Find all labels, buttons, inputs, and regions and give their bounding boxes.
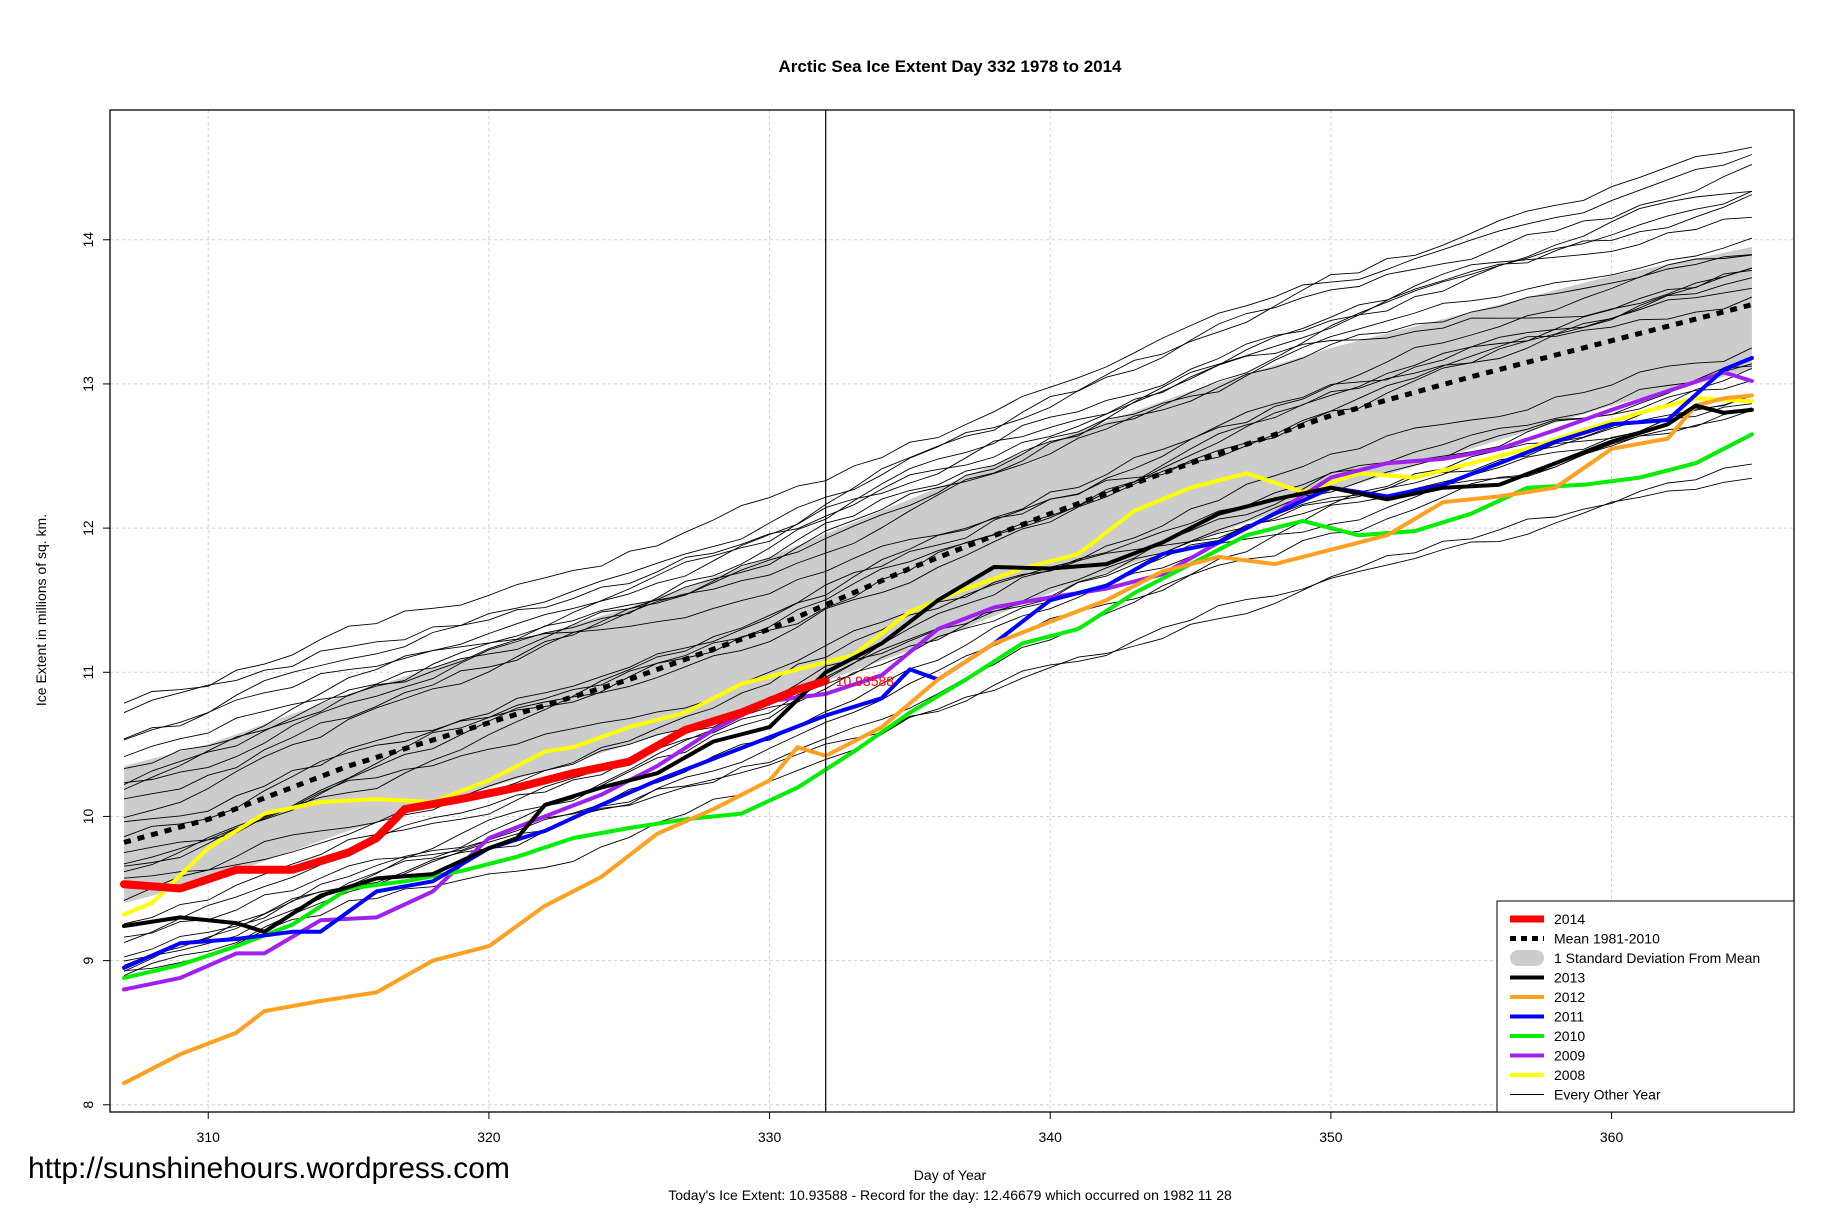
x-tick-label-3: 340 [1039, 1129, 1063, 1145]
other-year-line-17 [123, 277, 1753, 823]
series-line-2009 [122, 370, 1754, 992]
series-line-2011 [122, 356, 1754, 970]
other-year-line-5 [123, 287, 1752, 854]
other-year-line-19 [123, 254, 1752, 838]
x-tick-label-2: 330 [758, 1129, 782, 1145]
other-year-line-8 [123, 463, 1752, 972]
current-value-label: 10.93588 [836, 673, 895, 689]
series-line-2013 [122, 403, 1754, 934]
legend-label-8: 2008 [1554, 1067, 1585, 1083]
series-line-2010 [122, 432, 1754, 980]
other-year-line-9 [123, 146, 1752, 740]
legend-label-1: Mean 1981-2010 [1554, 931, 1660, 947]
legend-label-4: 2012 [1554, 989, 1585, 1005]
sd-band [124, 246, 1752, 903]
y-tick-label-3: 11 [80, 665, 96, 680]
y-tick-label-6: 14 [80, 232, 96, 248]
y-axis-ticks: 8 9 10 11 12 13 14 [80, 232, 110, 1109]
other-year-line-22 [123, 154, 1753, 704]
other-year-line-6 [123, 477, 1752, 938]
other-year-line-10 [123, 190, 1752, 819]
series-line-2012 [122, 393, 1754, 1086]
other-year-line-1 [123, 367, 1753, 962]
source-url[interactable]: http://sunshinehours.wordpress.com [28, 1152, 510, 1185]
y-tick-label-0: 8 [80, 1101, 96, 1109]
series-line-2014 [120, 676, 830, 893]
other-year-line-27 [123, 394, 1753, 958]
legend-label-6: 2010 [1554, 1028, 1585, 1044]
y-axis-label: Ice Extent in millions of sq. km. [33, 514, 49, 706]
x-axis-label: Day of Year [914, 1167, 987, 1183]
legend-label-5: 2011 [1554, 1009, 1584, 1025]
other-year-line-12 [123, 267, 1753, 714]
x-tick-label-5: 360 [1600, 1129, 1624, 1145]
series-layer [120, 356, 1754, 1086]
sd-band-area [124, 246, 1752, 903]
other-year-line-25 [123, 365, 1752, 925]
legend-label-0: 2014 [1554, 911, 1585, 927]
legend-label-2: 1 Standard Deviation From Mean [1554, 950, 1760, 966]
chart-title: Arctic Sea Ice Extent Day 332 1978 to 20… [778, 57, 1122, 76]
y-tick-label-4: 12 [80, 520, 96, 536]
other-year-line-0 [123, 254, 1752, 786]
x-tick-label-4: 350 [1319, 1129, 1343, 1145]
other-year-line-20 [123, 237, 1753, 770]
other-year-line-26 [123, 163, 1753, 790]
footer-note: Today's Ice Extent: 10.93588 - Record fo… [668, 1187, 1232, 1203]
other-year-line-4 [123, 267, 1753, 867]
y-tick-label-5: 13 [80, 376, 96, 392]
legend-swatch-2 [1510, 950, 1544, 966]
other-year-line-18 [123, 216, 1752, 784]
legend-box [1496, 900, 1795, 1113]
other-year-line-23 [123, 190, 1753, 800]
x-tick-label-1: 320 [477, 1129, 501, 1145]
other-year-line-21 [123, 363, 1753, 972]
other-year-line-3 [123, 194, 1753, 741]
y-tick-label-1: 9 [80, 957, 96, 965]
x-tick-label-0: 310 [197, 1129, 221, 1145]
series-line-2008 [122, 396, 1754, 917]
legend-label-9: Every Other Year [1554, 1087, 1661, 1103]
legend-label-3: 2013 [1554, 970, 1585, 986]
y-tick-label-2: 10 [80, 808, 96, 824]
plot-frame [109, 109, 1795, 1113]
legend-label-7: 2009 [1554, 1048, 1585, 1064]
x-axis-ticks: 310 320 330 340 350 360 [197, 1112, 1624, 1145]
legend: 2014 Mean 1981-2010 1 Standard Deviation F… [1496, 900, 1795, 1113]
